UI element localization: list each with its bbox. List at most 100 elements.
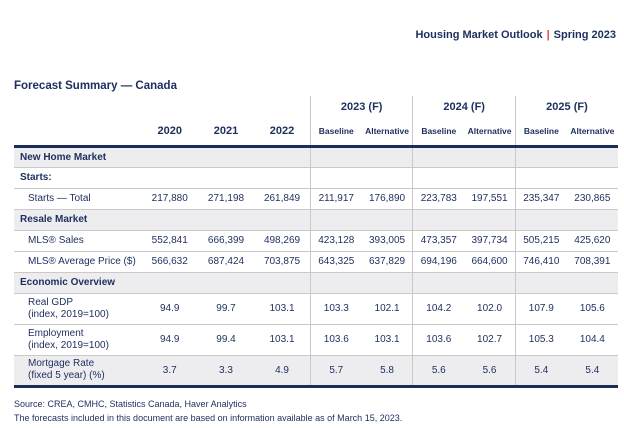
row-starts: Starts: <box>14 167 618 189</box>
cell-value: 505,215 <box>514 230 567 252</box>
cell-value: 103.1 <box>254 293 311 325</box>
column-header-row: 2020 2021 2022 Baseline Alternative Base… <box>14 118 618 148</box>
alternative-header-2023: Alternative <box>361 118 413 148</box>
cell-value: 103.1 <box>361 324 413 356</box>
footnotes: Source: CREA, CMHC, Statistics Canada, H… <box>14 397 402 425</box>
cell-value: 94.9 <box>141 293 198 325</box>
page-title: Forecast Summary — Canada <box>14 80 177 92</box>
cell-value: 103.6 <box>309 324 362 356</box>
cell-value: 694,196 <box>412 251 465 273</box>
row-mls-average-price: MLS® Average Price ($) 566,632 687,424 7… <box>14 251 618 273</box>
cell-value: 103.3 <box>309 293 362 325</box>
cell-value: 176,890 <box>361 188 413 210</box>
edition-text: Spring 2023 <box>553 29 616 41</box>
group-header-2025: 2025 (F) <box>514 96 618 118</box>
cell-value: 217,880 <box>141 188 198 210</box>
cell-value: 552,841 <box>141 230 198 252</box>
subsection-label: Starts: <box>14 167 142 189</box>
cell-value: 102.0 <box>464 293 516 325</box>
cell-value: 703,875 <box>254 251 311 273</box>
row-real-gdp: Real GDP (index, 2019=100) 94.9 99.7 103… <box>14 293 618 325</box>
cell-value: 397,734 <box>464 230 516 252</box>
cell-value: 103.6 <box>412 324 465 356</box>
cell-value: 664,600 <box>464 251 516 273</box>
cell-value: 197,551 <box>464 188 516 210</box>
year-header-2022: 2022 <box>254 118 311 148</box>
cell-value: 473,357 <box>412 230 465 252</box>
cell-value: 105.6 <box>566 293 618 325</box>
pipe-separator: | <box>546 29 550 41</box>
row-label: MLS® Sales <box>14 230 142 252</box>
row-label: Real GDP (index, 2019=100) <box>14 293 142 325</box>
group-header-spacer <box>14 96 310 118</box>
cell-value: 3.3 <box>197 355 255 388</box>
cell-value: 107.9 <box>514 293 567 325</box>
cell-value: 637,829 <box>361 251 413 273</box>
cell-value: 211,917 <box>309 188 362 210</box>
cell-value: 223,783 <box>412 188 465 210</box>
row-mortgage-rate: Mortgage Rate (fixed 5 year) (%) 3.7 3.3… <box>14 355 618 388</box>
cell-value: 99.7 <box>197 293 255 325</box>
group-header-row: 2023 (F) 2024 (F) 2025 (F) <box>14 96 618 118</box>
section-label: New Home Market <box>14 146 142 168</box>
baseline-header-2023: Baseline <box>309 118 362 148</box>
cell-value: 498,269 <box>254 230 311 252</box>
cell-value: 666,399 <box>197 230 255 252</box>
cell-value: 102.1 <box>361 293 413 325</box>
cell-value: 104.2 <box>412 293 465 325</box>
cell-value: 4.9 <box>254 355 311 388</box>
column-header-spacer <box>14 118 142 148</box>
row-employment: Employment (index, 2019=100) 94.9 99.4 1… <box>14 324 618 356</box>
group-header-2023: 2023 (F) <box>309 96 413 118</box>
cell-value: 566,632 <box>141 251 198 273</box>
cell-value: 423,128 <box>309 230 362 252</box>
source-note: Source: CREA, CMHC, Statistics Canada, H… <box>14 399 247 409</box>
row-label: Employment (index, 2019=100) <box>14 324 142 356</box>
cell-value: 5.6 <box>464 355 516 388</box>
cell-value: 103.1 <box>254 324 311 356</box>
group-header-2024: 2024 (F) <box>412 96 516 118</box>
cell-value: 94.9 <box>141 324 198 356</box>
cell-value: 5.4 <box>514 355 567 388</box>
baseline-header-2024: Baseline <box>412 118 465 148</box>
cell-value: 3.7 <box>141 355 198 388</box>
row-new-home-market: New Home Market <box>14 146 618 168</box>
cell-value: 393,005 <box>361 230 413 252</box>
alternative-header-2025: Alternative <box>566 118 618 148</box>
report-title-text: Housing Market Outlook <box>415 29 543 41</box>
cell-value: 425,620 <box>566 230 618 252</box>
row-label: Starts — Total <box>14 188 142 210</box>
forecast-summary-table: 2023 (F) 2024 (F) 2025 (F) 2020 2021 202… <box>14 96 618 388</box>
cell-value: 102.7 <box>464 324 516 356</box>
cell-value: 708,391 <box>566 251 618 273</box>
baseline-header-2025: Baseline <box>514 118 567 148</box>
row-label: Mortgage Rate (fixed 5 year) (%) <box>14 355 142 388</box>
row-starts-total: Starts — Total 217,880 271,198 261,849 2… <box>14 188 618 210</box>
forecast-date-note: The forecasts included in this document … <box>14 413 403 423</box>
cell-value: 235,347 <box>514 188 567 210</box>
section-label: Resale Market <box>14 209 142 231</box>
cell-value: 99.4 <box>197 324 255 356</box>
row-label: MLS® Average Price ($) <box>14 251 142 273</box>
year-header-2020: 2020 <box>141 118 198 148</box>
row-resale-market: Resale Market <box>14 209 618 231</box>
report-header: Housing Market Outlook | Spring 2023 <box>415 29 616 41</box>
cell-value: 5.6 <box>412 355 465 388</box>
row-mls-sales: MLS® Sales 552,841 666,399 498,269 423,1… <box>14 230 618 252</box>
cell-value: 5.7 <box>309 355 362 388</box>
cell-value: 261,849 <box>254 188 311 210</box>
cell-value: 5.4 <box>566 355 618 388</box>
cell-value: 271,198 <box>197 188 255 210</box>
cell-value: 5.8 <box>361 355 413 388</box>
cell-value: 643,325 <box>309 251 362 273</box>
year-header-2021: 2021 <box>197 118 255 148</box>
alternative-header-2024: Alternative <box>464 118 516 148</box>
cell-value: 746,410 <box>514 251 567 273</box>
cell-value: 105.3 <box>514 324 567 356</box>
section-label: Economic Overview <box>14 272 142 294</box>
cell-value: 230,865 <box>566 188 618 210</box>
cell-value: 687,424 <box>197 251 255 273</box>
row-economic-overview: Economic Overview <box>14 272 618 294</box>
cell-value: 104.4 <box>566 324 618 356</box>
